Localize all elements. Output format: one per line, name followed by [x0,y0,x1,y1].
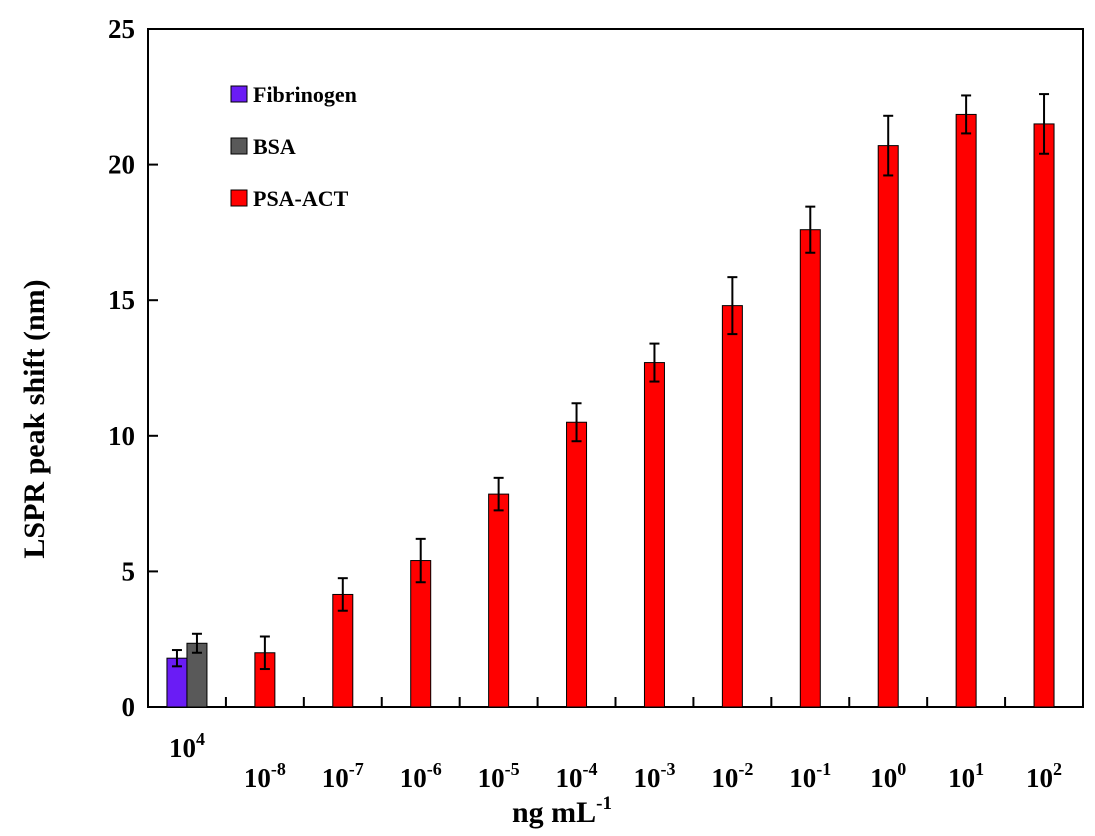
bar-psa-act [721,305,743,708]
x-tick-label: 10-2 [711,759,753,793]
x-tick-label-exponent: 1 [975,759,984,779]
x-tick-label-exponent: -1 [816,759,831,779]
legend: Fibrinogen BSA PSA-ACT [230,82,357,211]
y-tick-label: 25 [108,14,135,44]
bar-psa-act [643,362,665,708]
x-tick-label-base: 10 [478,763,505,793]
x-axis-title: ng mL-1 [512,793,612,829]
x-tick-label: 10-4 [556,759,598,793]
legend-label: PSA-ACT [253,186,349,211]
plot-frame [147,28,1084,708]
bars [166,93,1055,708]
bar-psa-act [1033,123,1055,708]
bar-psa-act [877,145,899,708]
x-tick-label-exponent: -5 [505,759,520,779]
x-tick-label: 10-5 [478,759,520,793]
x-tick-label-exponent: 4 [196,729,205,749]
x-tick-label-exponent: -6 [427,759,442,779]
x-tick-label: 102 [1026,759,1062,793]
x-tick-label-base: 10 [633,763,660,793]
x-tick-label-exponent: -2 [738,759,753,779]
x-tick-label-base: 10 [789,763,816,793]
x-tick-label: 10-7 [322,759,364,793]
y-tick-label: 15 [108,285,135,315]
x-tick-label-base: 10 [322,763,349,793]
legend-label: BSA [253,134,296,159]
bar-psa-act [799,229,821,708]
x-tick-label: 10-3 [633,759,675,793]
x-tick-label-base: 10 [1026,763,1053,793]
x-tick-label-exponent: 0 [897,759,906,779]
y-tick-label: 5 [122,556,136,586]
x-tick-label-base: 10 [400,763,427,793]
x-tick-label: 10-8 [244,759,286,793]
bar-psa-act [488,493,510,708]
x-tick-label-exponent: -8 [271,759,286,779]
x-tick-label: 101 [948,759,984,793]
x-tick-label-base: 10 [711,763,738,793]
legend-swatch-fibrinogen [230,85,248,103]
x-tick-label-base: 10 [244,763,271,793]
bar-psa-act [566,421,588,708]
x-tick-label-base: 10 [870,763,897,793]
legend-swatch-psa-act [230,189,248,207]
bar-psa-act [955,113,977,708]
x-tick-label: 104 [169,729,205,763]
x-tick-label: 100 [870,759,906,793]
y-tick-label: 0 [122,692,136,722]
y-tick-label: 20 [108,150,135,180]
x-axis-title-text: ng mL [512,796,596,829]
plot-area [147,28,1084,708]
x-tick-label-exponent: 2 [1053,759,1062,779]
x-tick-label-exponent: -4 [583,759,598,779]
x-tick-label-base: 10 [169,733,196,763]
x-tick-label-base: 10 [556,763,583,793]
y-axis: 0 5 10 15 20 25 [108,14,158,722]
x-tick-label: 10-1 [789,759,831,793]
x-tick-label-exponent: -3 [660,759,675,779]
y-axis-title: LSPR peak shift (nm) [18,279,51,558]
x-tick-label-base: 10 [948,763,975,793]
x-tick-label-exponent: -7 [349,759,364,779]
y-tick-label: 10 [108,421,135,451]
legend-swatch-bsa [230,137,248,155]
legend-label: Fibrinogen [253,82,357,107]
x-axis-title-exponent: -1 [596,793,612,814]
x-tick-label: 10-6 [400,759,442,793]
